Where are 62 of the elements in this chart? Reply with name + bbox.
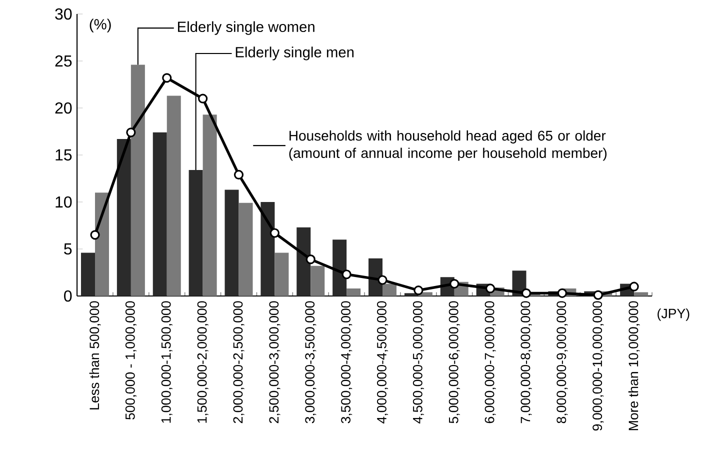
x-tick-label: 3,000,000-3,500,000 — [305, 301, 316, 424]
x-tick-label: 9,000,000-10,000,000 — [592, 301, 604, 431]
bar — [116, 139, 131, 296]
point — [593, 290, 603, 300]
y-axis-title: (%) — [90, 18, 111, 32]
x-tick-label: 4,000,000-4,500,000 — [377, 301, 388, 424]
bar — [188, 170, 203, 296]
y-tick-label: 20 — [55, 102, 72, 114]
legend-label: Households with household head aged 65 or older (amount of annual income per household member) — [289, 130, 607, 161]
bar — [95, 192, 110, 296]
bar — [130, 64, 145, 296]
x-tick-label: 2,500,000-3,000,000 — [269, 301, 280, 424]
x-tick-label: Less than 500,000 — [89, 301, 101, 410]
bar — [382, 284, 396, 296]
bar — [166, 96, 181, 296]
bar — [296, 227, 311, 296]
bar — [202, 114, 217, 296]
bar — [81, 252, 96, 296]
x-tick-label: 1,500,000-2,000,000 — [197, 301, 208, 423]
y-tick-label: 30 — [55, 8, 72, 20]
y-tick-label: 0 — [64, 290, 72, 302]
bar — [224, 190, 239, 296]
point — [198, 94, 208, 104]
point — [162, 73, 172, 83]
bar — [152, 132, 167, 296]
x-tick-label: 2,000,000-2,500,000 — [233, 301, 244, 424]
x-tick-label: 4,500,000-5,000,000 — [412, 301, 424, 424]
bar — [260, 202, 275, 296]
point — [378, 275, 388, 285]
y-tick-label: 15 — [56, 149, 72, 161]
x-tick-label: More than 10,000,000 — [628, 301, 640, 430]
x-tick-label: 6,000,000-7,000,000 — [484, 301, 496, 424]
bar — [310, 266, 325, 296]
x-tick-label: 3,500,000-4,000,000 — [341, 301, 352, 424]
point — [342, 270, 352, 280]
y-tick-label: 5 — [64, 243, 72, 255]
point — [521, 288, 532, 298]
bar — [238, 202, 253, 296]
x-tick-label: 8,000,000-9,000,000 — [556, 301, 568, 424]
point — [126, 128, 136, 138]
point — [557, 288, 567, 298]
x-tick-label: 5,000,000-6,000,000 — [448, 301, 460, 424]
text: Elderly single women — [178, 21, 314, 35]
bar — [274, 252, 289, 296]
point — [234, 170, 244, 180]
point — [90, 230, 100, 240]
bar — [346, 288, 361, 296]
bar — [634, 292, 648, 296]
y-tick-label: 10 — [56, 196, 72, 208]
point — [629, 282, 639, 292]
point — [414, 286, 424, 296]
y-tick-label: 25 — [55, 55, 72, 67]
x-tick-label: 500,000 - 1,000,000 — [125, 301, 136, 420]
text: Elderly single men — [236, 46, 354, 60]
point — [306, 254, 316, 264]
point — [486, 284, 496, 294]
x-axis-title: (JPY) — [658, 308, 690, 321]
x-tick-label: 7,000,000-8,000,000 — [520, 301, 532, 424]
point — [270, 228, 280, 238]
point — [450, 278, 460, 289]
bar — [332, 240, 347, 296]
x-tick-label: 1,000,000-1,500,000 — [161, 301, 172, 423]
